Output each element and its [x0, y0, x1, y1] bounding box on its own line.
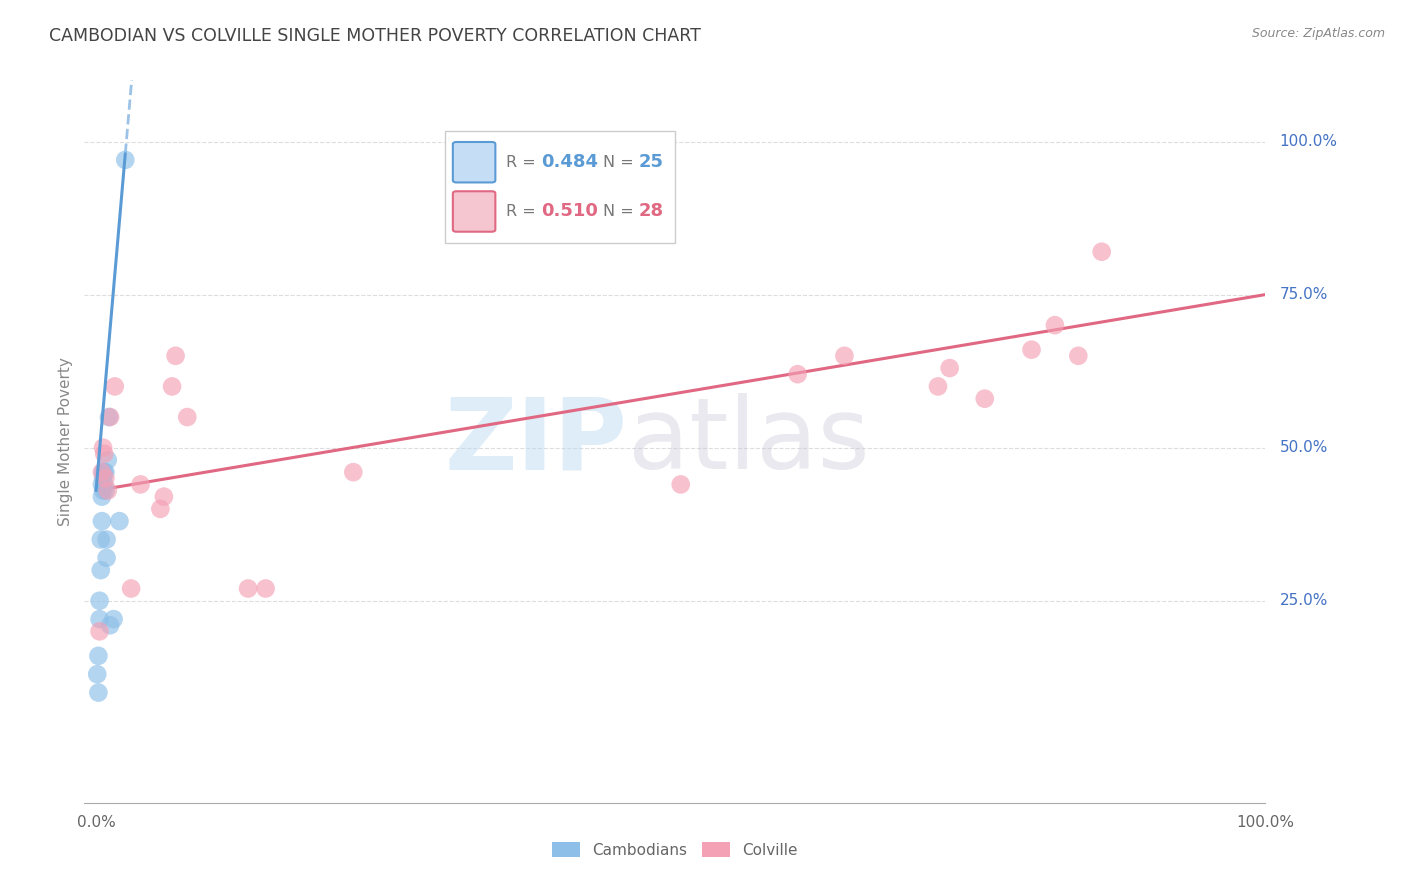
Point	[97, 483, 120, 498]
Point	[120, 582, 142, 596]
Text: Source: ZipAtlas.com: Source: ZipAtlas.com	[1251, 27, 1385, 40]
Point	[1091, 244, 1114, 259]
Point	[87, 685, 110, 699]
Point	[90, 563, 112, 577]
Point	[165, 349, 187, 363]
Point	[86, 667, 108, 681]
Point	[90, 477, 112, 491]
Point	[90, 533, 112, 547]
Point	[114, 153, 136, 167]
Text: 0.510: 0.510	[541, 202, 599, 220]
Point	[91, 483, 114, 498]
Point	[927, 379, 949, 393]
FancyBboxPatch shape	[453, 191, 495, 232]
Point	[98, 618, 121, 632]
Text: ZIP: ZIP	[444, 393, 627, 490]
Point	[103, 612, 125, 626]
Point	[1021, 343, 1043, 357]
Point	[153, 490, 176, 504]
Text: R =: R =	[506, 204, 541, 219]
Point	[91, 441, 114, 455]
FancyBboxPatch shape	[444, 131, 675, 243]
Point	[90, 514, 112, 528]
Point	[973, 392, 995, 406]
Legend: Cambodians, Colville: Cambodians, Colville	[546, 836, 804, 863]
Text: R =: R =	[506, 154, 541, 169]
Point	[94, 483, 117, 498]
Point	[176, 410, 198, 425]
Text: N =: N =	[603, 154, 638, 169]
Point	[89, 593, 111, 607]
Point	[108, 514, 131, 528]
Point	[236, 582, 259, 596]
Text: 25: 25	[638, 153, 664, 171]
Point	[1067, 349, 1090, 363]
Point	[87, 648, 110, 663]
Point	[89, 624, 111, 639]
Point	[254, 582, 277, 596]
Point	[938, 361, 960, 376]
Text: 25.0%: 25.0%	[1279, 593, 1327, 608]
Point	[93, 447, 115, 461]
Point	[89, 612, 111, 626]
Point	[129, 477, 152, 491]
Point	[93, 465, 115, 479]
Point	[160, 379, 183, 393]
Text: 50.0%: 50.0%	[1279, 440, 1327, 455]
Point	[97, 410, 120, 425]
Text: 28: 28	[638, 202, 664, 220]
Point	[97, 453, 120, 467]
Point	[342, 465, 364, 479]
Point	[834, 349, 856, 363]
Point	[96, 533, 118, 547]
Point	[91, 471, 114, 485]
Text: 0.484: 0.484	[541, 153, 599, 171]
Y-axis label: Single Mother Poverty: Single Mother Poverty	[58, 357, 73, 526]
Text: atlas: atlas	[627, 393, 869, 490]
Point	[98, 410, 121, 425]
Point	[1043, 318, 1066, 333]
Point	[786, 367, 808, 381]
Point	[96, 550, 118, 565]
Text: 75.0%: 75.0%	[1279, 287, 1327, 302]
Point	[90, 490, 112, 504]
Point	[94, 465, 117, 479]
Text: N =: N =	[603, 204, 638, 219]
FancyBboxPatch shape	[453, 142, 495, 183]
Text: CAMBODIAN VS COLVILLE SINGLE MOTHER POVERTY CORRELATION CHART: CAMBODIAN VS COLVILLE SINGLE MOTHER POVE…	[49, 27, 702, 45]
Point	[669, 477, 692, 491]
Point	[149, 502, 172, 516]
Point	[90, 465, 112, 479]
Point	[104, 379, 127, 393]
Text: 100.0%: 100.0%	[1279, 134, 1337, 149]
Point	[94, 471, 117, 485]
Point	[93, 477, 115, 491]
Point	[91, 465, 114, 479]
